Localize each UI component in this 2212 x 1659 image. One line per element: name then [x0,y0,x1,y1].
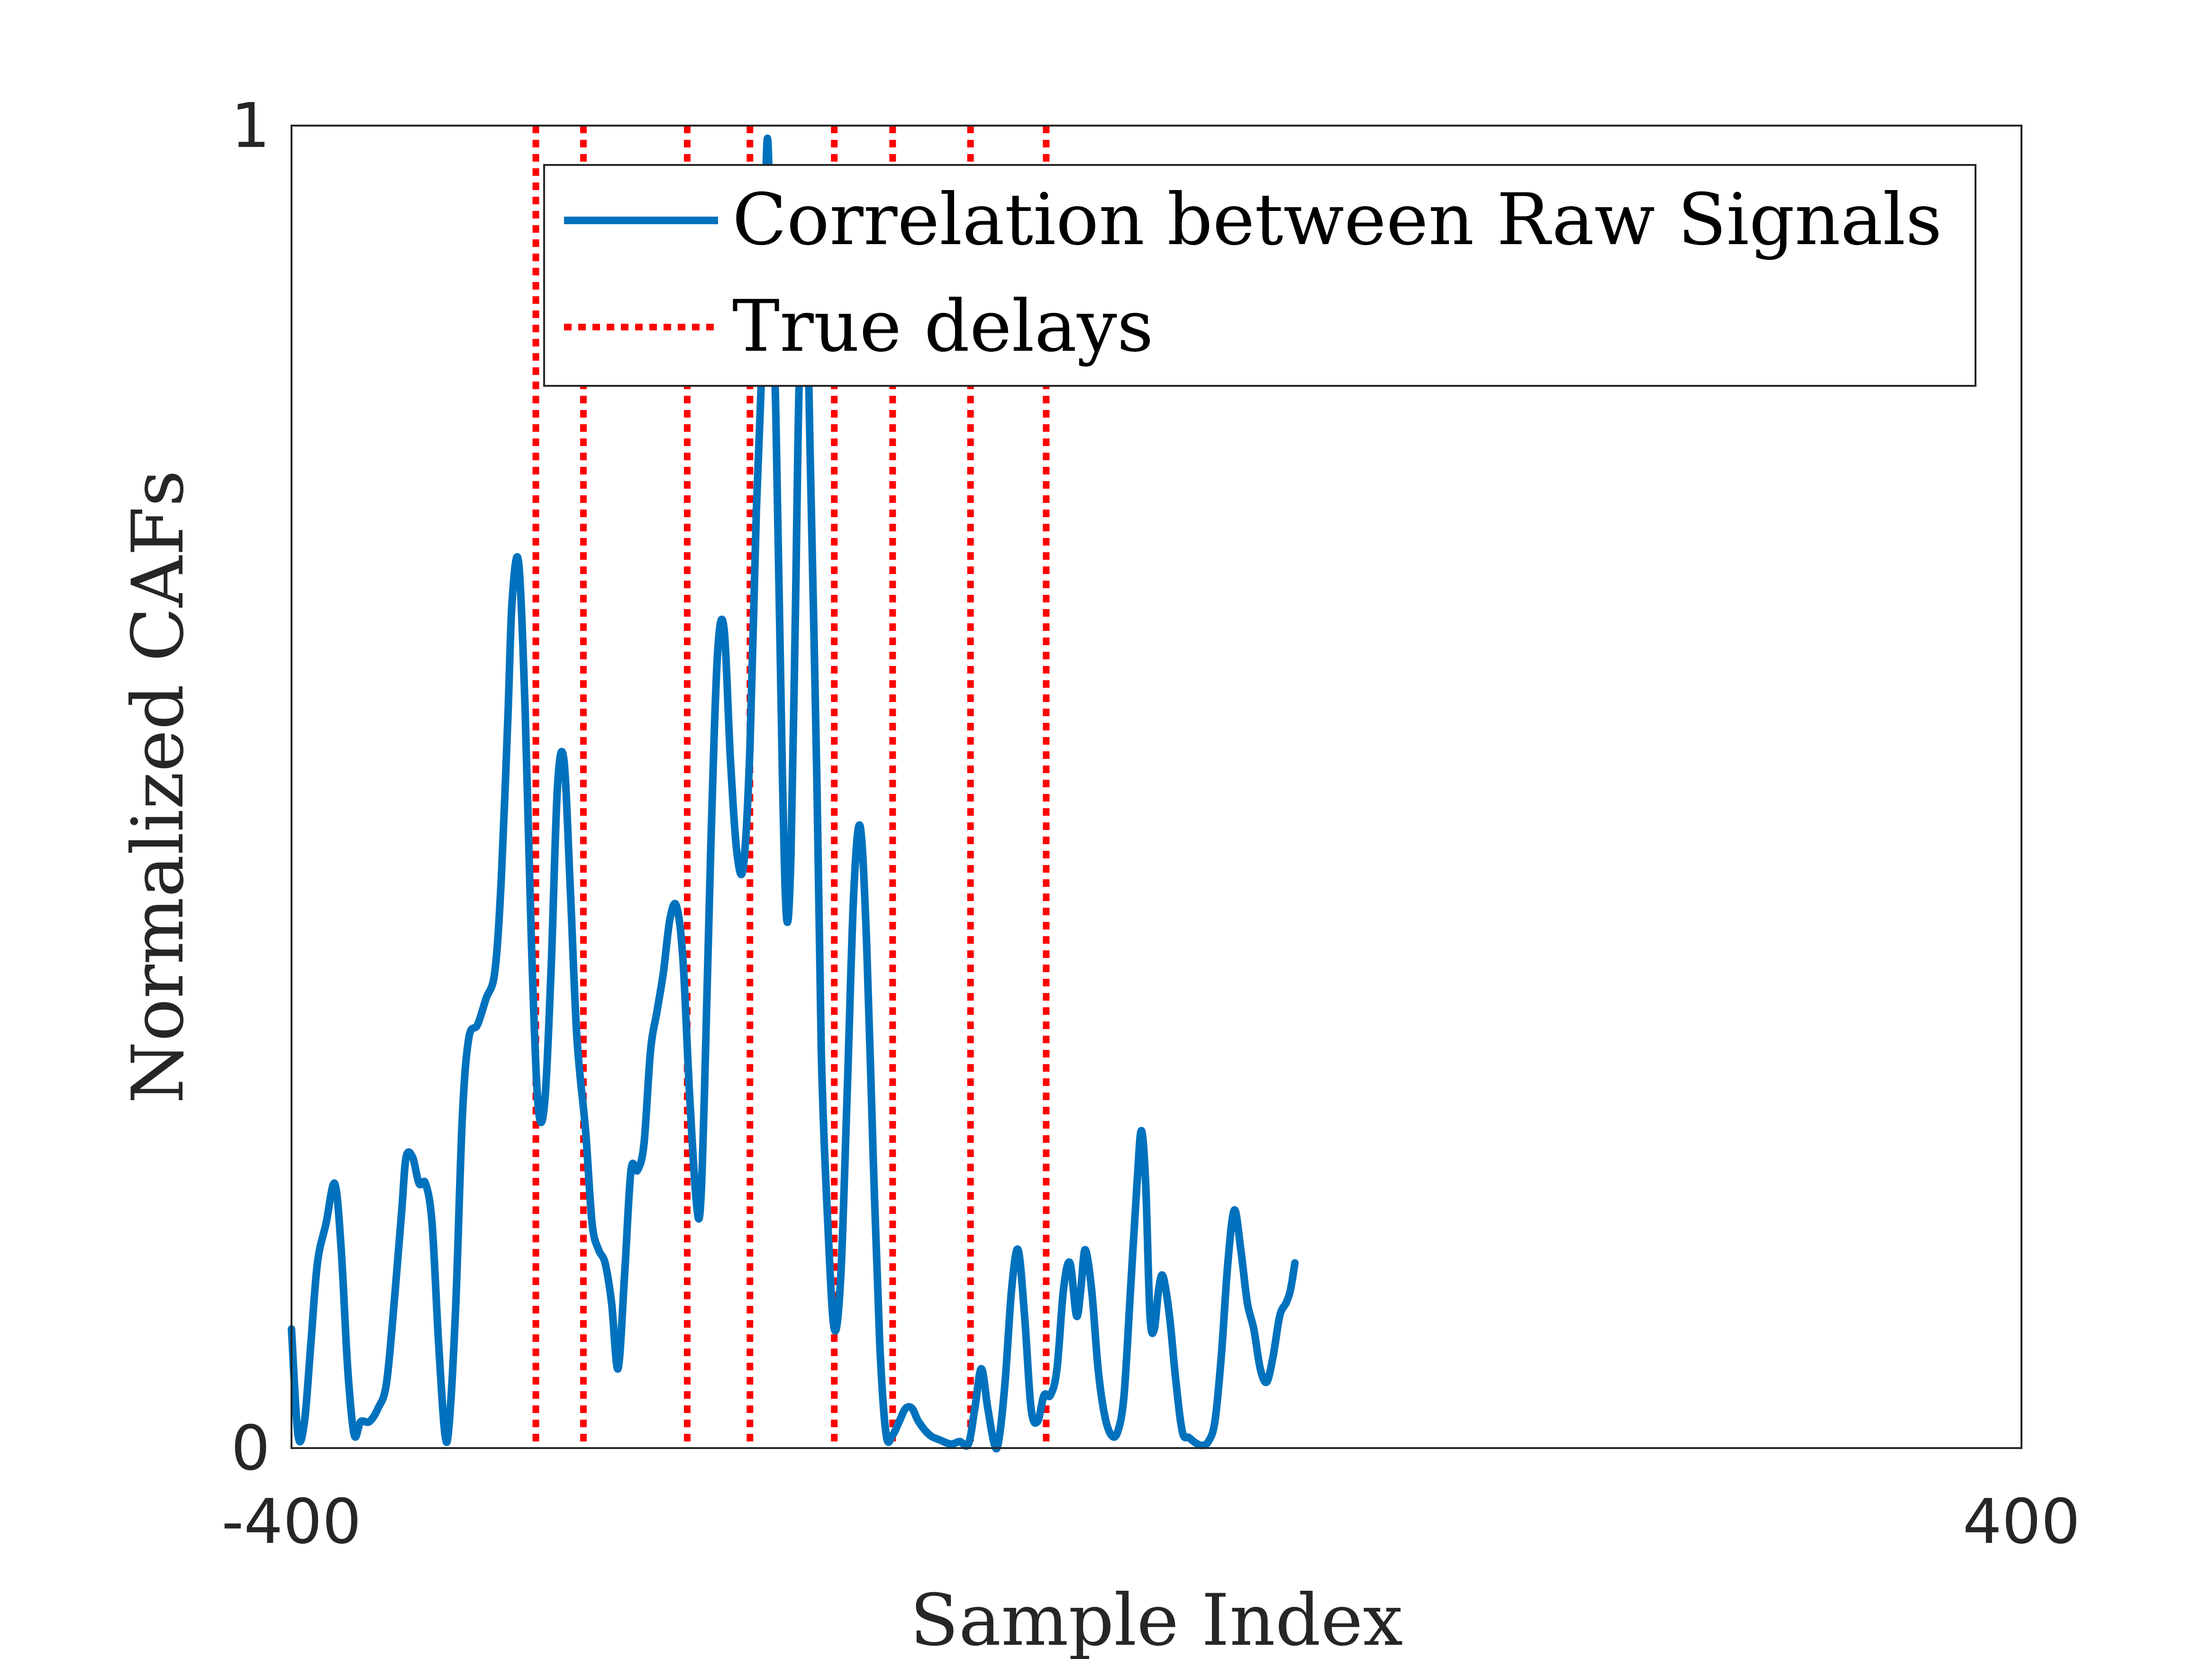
x-tick-label-0: -400 [221,1486,361,1558]
axes-box [291,125,2022,1449]
legend-label-true-delays: True delays [732,285,1154,368]
y-axis-label: Normalized CAFs [117,470,200,1104]
legend-label-correlation: Correlation between Raw Signals [732,179,1942,261]
y-tick-label-0: 0 [231,1412,270,1484]
x-tick-label-1: 400 [1963,1486,2080,1558]
correlation-series-line [288,134,1299,1453]
axis-ticks: -400 400 0 1 [221,90,2080,1558]
x-axis-label: Sample Index [910,1579,1403,1659]
legend-box [543,164,1976,387]
y-tick-label-1: 1 [231,90,270,162]
legend: Correlation between Raw Signals True del… [543,164,1976,387]
